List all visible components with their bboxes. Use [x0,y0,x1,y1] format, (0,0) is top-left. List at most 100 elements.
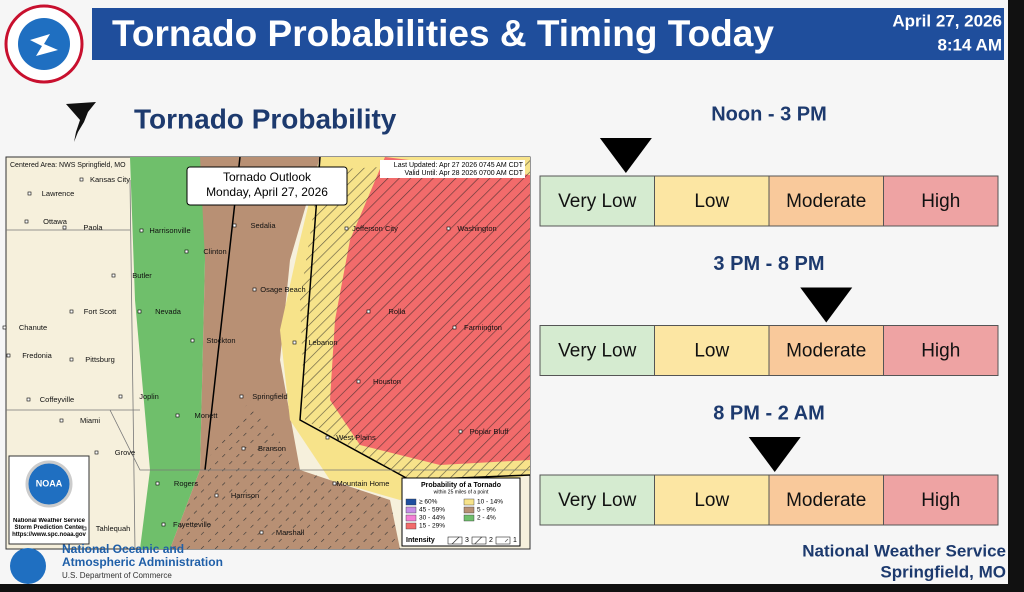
city-label: Fredonia [22,351,52,360]
legend-swatch [405,506,417,514]
legend-subtitle: within 25 miles of a point [434,489,489,495]
city-dot [62,225,67,230]
legend-swatch [463,506,475,514]
level-marker [599,138,652,173]
city-label: Lebanon [308,338,337,347]
spc-name: National Weather Service Storm Predictio… [13,518,85,531]
legend-swatch [405,522,417,530]
map: Centered Area: NWS Springfield, MO Torna… [2,156,531,551]
legend-swatch [405,498,417,506]
city-label: Grove [115,448,135,457]
tornado-icon [66,102,96,142]
risk-2 [130,157,240,549]
edge [0,584,1024,592]
cities: Kansas City Lawrence Ottawa Paola Harrisonvi… [2,175,510,537]
level-label: High [921,490,960,511]
intensity-swatch [495,536,511,545]
level-label: High [921,191,960,212]
city-dot [118,394,123,399]
city-dot [175,413,180,418]
city-dot [252,287,257,292]
level-segment [539,474,655,526]
city-dot [2,325,7,330]
legend: ≥ 60% 10 - 14% 45 - 59% 5 - 9% 30 - 44% 2 - 4… [405,498,517,545]
city-label: Nevada [155,307,182,316]
header-title: Tornado Probabilities & Timing Today [112,13,774,54]
city-dot [190,338,195,343]
noaa-line2: Atmospheric Administration [62,555,223,569]
city-dot [446,226,451,231]
city-label: Rogers [174,479,198,488]
level-label: Low [694,191,729,212]
noaa-logo-text: NOAA [36,478,63,488]
legend-title: Probability of a Tornado [421,482,501,489]
level-marker [800,287,853,323]
hatch-1 [170,400,400,549]
header-time: 8:14 AM [937,35,1002,54]
city-dot [259,530,264,535]
city-label: Marshall [276,528,305,537]
intensity-label: Intensity [406,537,435,544]
city-label: Paola [83,223,103,232]
city-dot [82,526,87,531]
map-centered: Centered Area: NWS Springfield, MO [10,162,126,169]
edge [1008,0,1024,592]
legend-swatch [463,514,475,522]
city-label: Houston [373,377,401,386]
spc-url: https://www.spc.noaa.gov [12,532,86,538]
city-dot [239,394,244,399]
city-label: Rolla [388,307,406,316]
level-segment [539,325,655,376]
city-dot [69,357,74,362]
city-label: Miami [80,416,100,425]
legend-swatch [405,514,417,522]
spc-caption: National Weather Service Storm Predictio… [12,518,86,538]
intensity-level: 1 [513,537,517,544]
city-label: Mountain Home [337,479,390,488]
city-dot [214,493,219,498]
level-segment [883,325,999,376]
intensity-level: 2 [489,537,493,544]
level-label: Very Low [558,191,636,212]
office-line1: National Weather Service [802,541,1006,560]
city-dot [366,309,371,314]
city-dot [139,228,144,233]
city-label: Fort Scott [84,307,117,316]
city-label: Fayetteville [173,520,211,529]
level-segment [883,175,999,227]
city-label: Harrison [231,491,259,500]
noaa-line1: National Oceanic and [62,542,184,556]
legend-label: ≥ 60% [419,499,438,506]
city-dot [458,429,463,434]
legend-label: 2 - 4% [477,515,496,522]
level-label: Moderate [786,191,866,212]
nws-logo [30,34,58,56]
city-label: Butler [132,271,152,280]
city-label: Stockton [206,336,235,345]
legend-swatch [463,498,475,506]
city-label: Kansas City [90,175,130,184]
level-label: Low [694,490,729,511]
noaa-logo [25,460,73,508]
hatch-2 [300,160,530,480]
legend-box [401,477,521,547]
legend-label: 30 - 44% [419,515,445,522]
timeline-title: Noon - 3 PM [711,103,827,125]
city-dot [24,219,29,224]
header-bar [92,8,1004,60]
level-segment [883,474,999,526]
city-dot [27,191,32,196]
level-label: Very Low [558,490,636,511]
city-label: Harrisonville [149,226,190,235]
level-segment [654,474,770,526]
city-dot [325,435,330,440]
city-label: Monett [195,411,219,420]
legend-label: 45 - 59% [419,507,445,514]
city-label: Poplar Bluff [470,427,510,436]
city-label: Springfield [252,392,287,401]
city-label: Coffeyville [40,395,74,404]
valid: Valid Until: Apr 28 2026 0700 AM CDT [404,170,523,177]
level-label: Very Low [558,341,636,362]
intensity-level: 3 [465,537,469,544]
city-label: Joplin [139,392,159,401]
